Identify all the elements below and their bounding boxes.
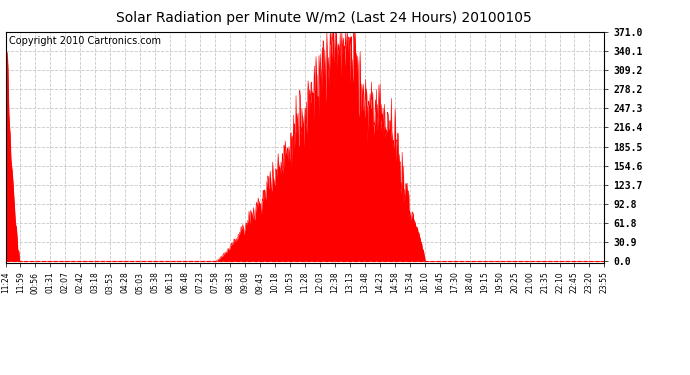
Text: Copyright 2010 Cartronics.com: Copyright 2010 Cartronics.com — [8, 36, 161, 46]
Text: Solar Radiation per Minute W/m2 (Last 24 Hours) 20100105: Solar Radiation per Minute W/m2 (Last 24… — [117, 11, 532, 25]
